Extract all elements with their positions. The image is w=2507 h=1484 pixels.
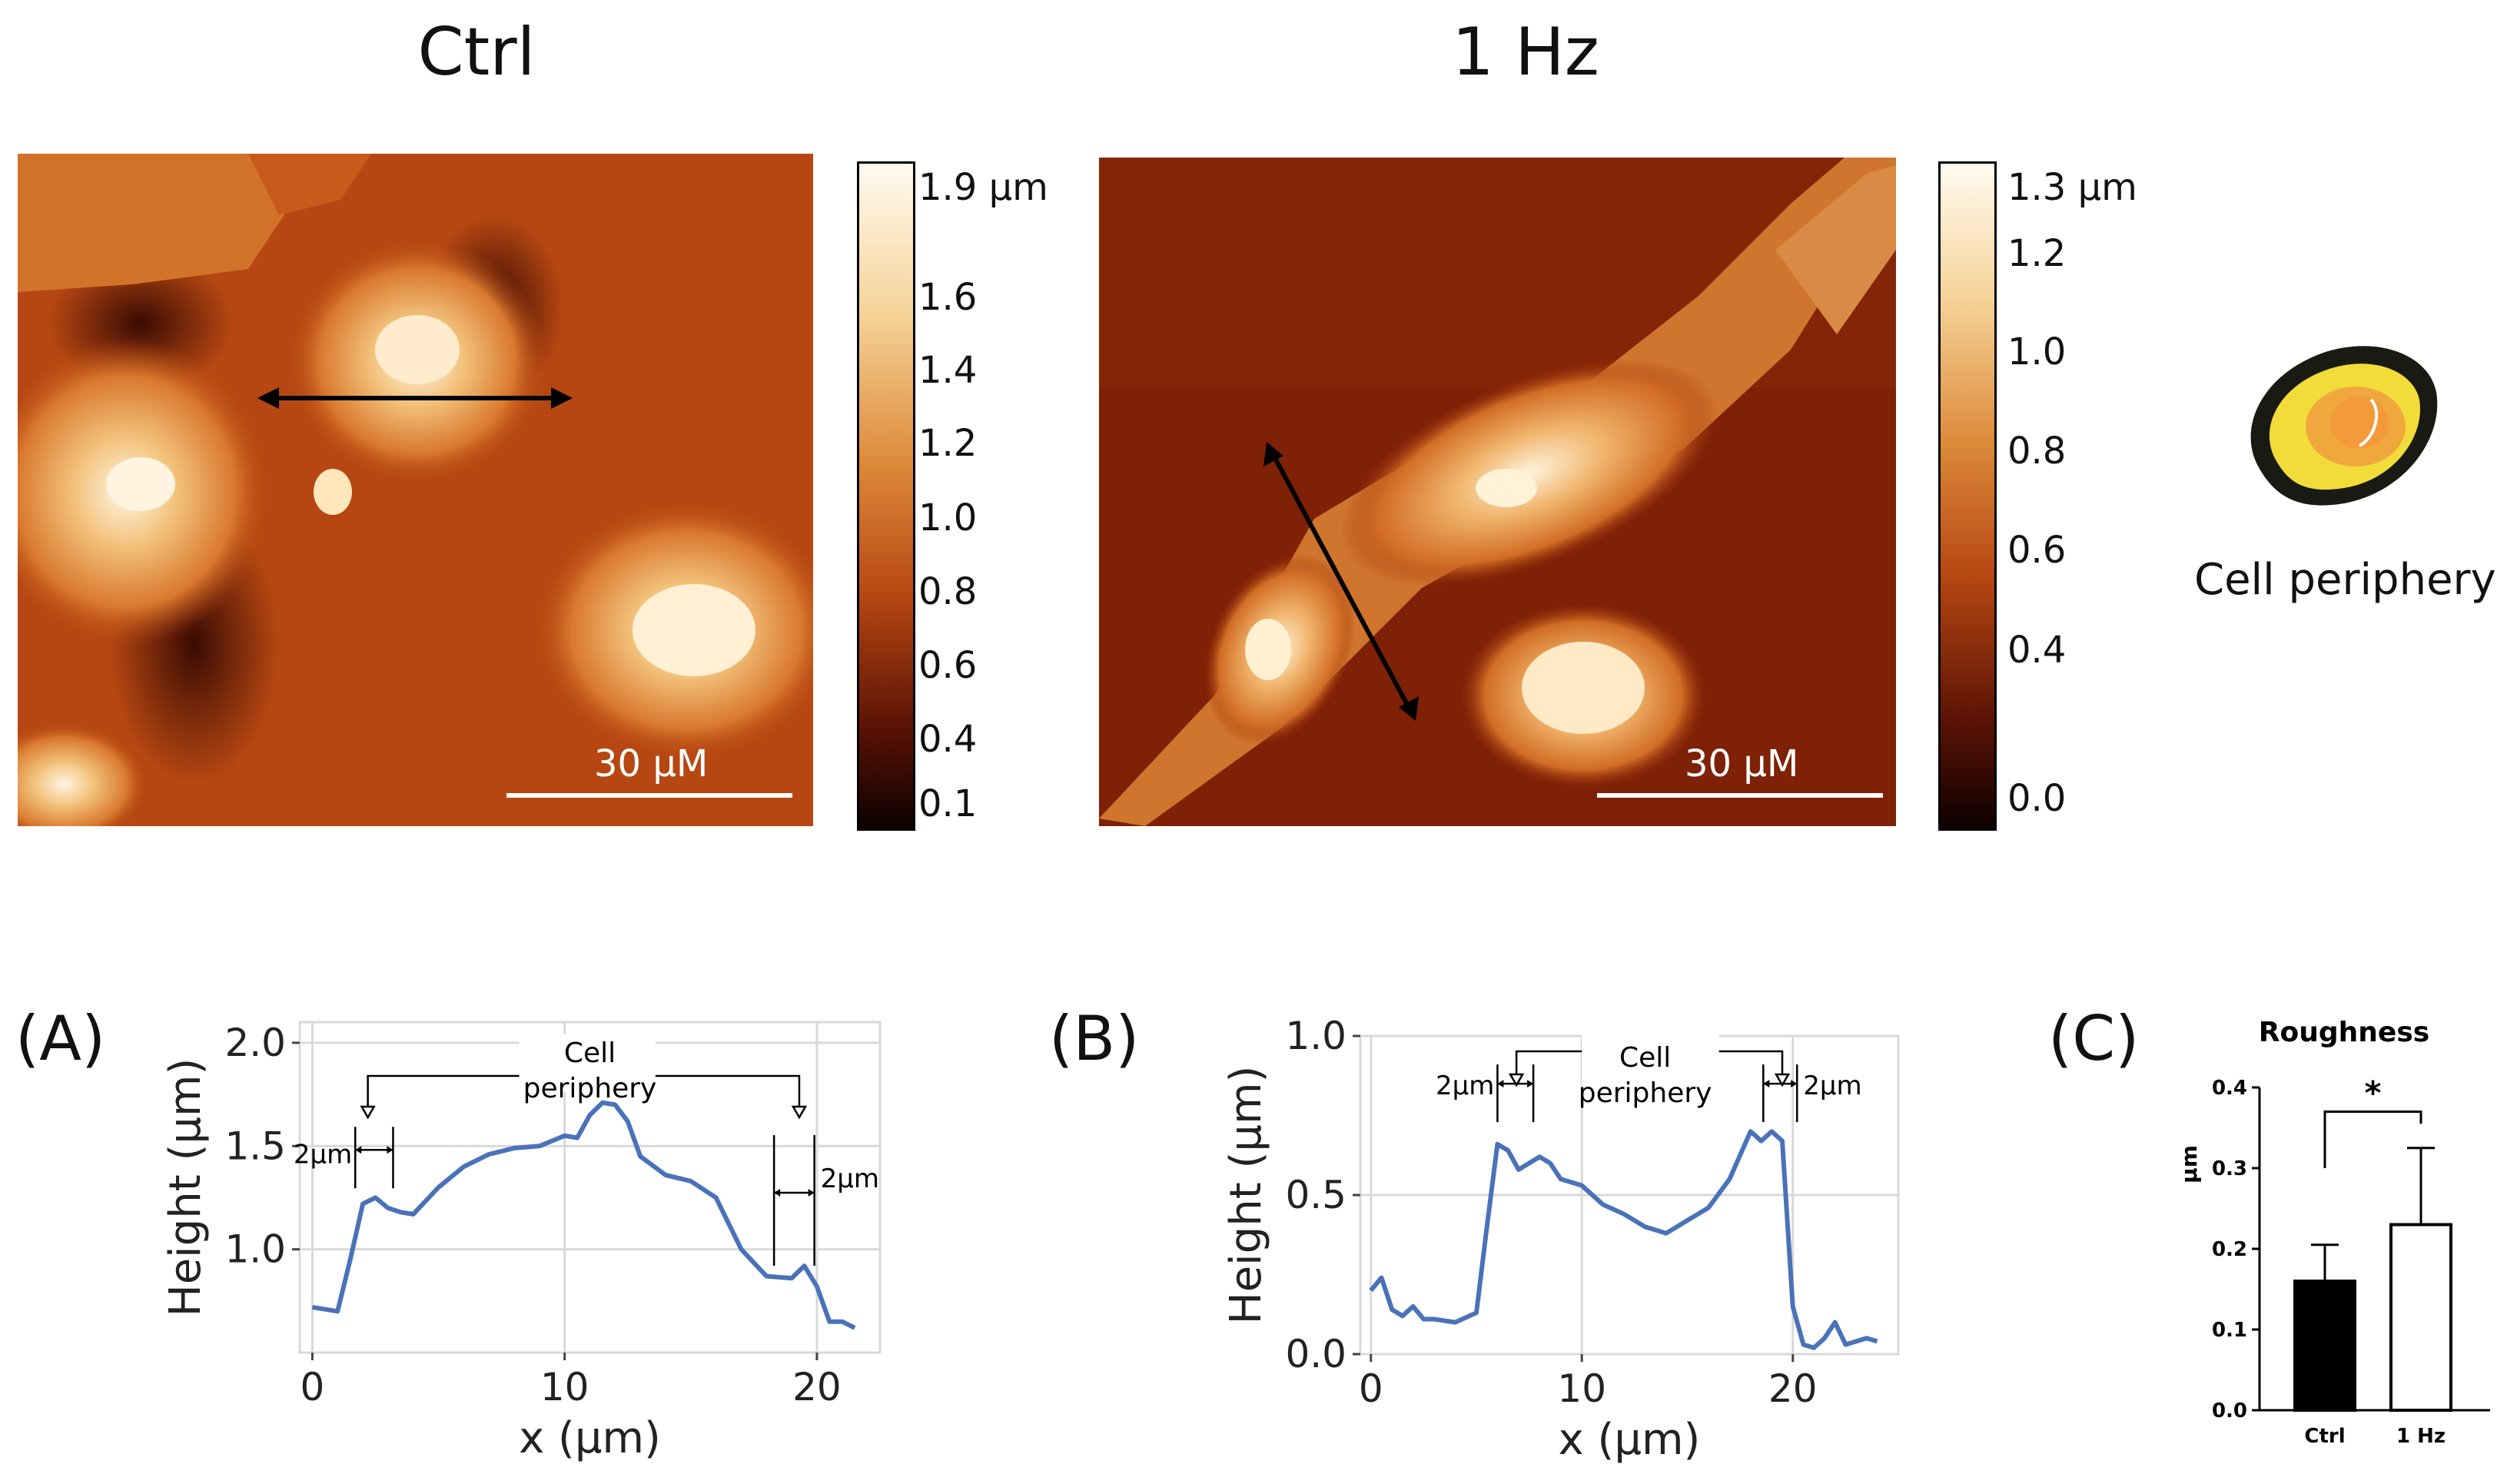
scale-bar-1hz [1597, 793, 1883, 798]
x-tick-label: Ctrl [2304, 1425, 2345, 1448]
y-tick-label: 0.4 [2212, 1077, 2247, 1100]
x-axis-label: x (μm) [1559, 1415, 1701, 1465]
chart-title: Roughness [2259, 1017, 2429, 1048]
colorbar-1hz [1938, 161, 1997, 831]
plot-frame [298, 1021, 882, 1354]
scale-bar-label-ctrl: 30 μM [594, 742, 709, 785]
cb-1hz-tick: 0.4 [2007, 629, 2067, 672]
width-label-right: 2μm [1803, 1071, 1861, 1101]
y-axis-label: Height (μm) [161, 1058, 211, 1317]
width-arrow-head [1791, 1080, 1798, 1088]
colorbar-max-1hz: 1.3 µm [2007, 166, 2137, 209]
periphery-marker [360, 1105, 376, 1120]
profile-arrow-ctrl [257, 387, 573, 409]
periphery-marker [1774, 1073, 1791, 1087]
annotation-periphery: periphery [523, 1073, 657, 1104]
panel-letter-c: (C) [2048, 1003, 2140, 1074]
x-tick-label: 20 [1768, 1366, 1818, 1411]
y-tick-label: 1.5 [224, 1124, 286, 1168]
cb-ctrl-tick: 1.6 [918, 276, 978, 319]
profile-chart-a: 0 10 20 1.0 1.5 2.0 x (μm) Height (μm) Cell perip… [161, 1021, 882, 1463]
afm-image-ctrl: 30 μM [18, 154, 813, 826]
roughness-chart-c: Roughness 0.0 0.1 0.2 0.3 0.4 µm Ctrl 1 Hz * [2177, 1017, 2490, 1448]
width-label-left: 2μm [1436, 1071, 1494, 1101]
cell-periphery-icon [2250, 346, 2438, 506]
height-profile-line [311, 1100, 856, 1330]
width-arrow-head [355, 1146, 362, 1154]
cb-1hz-tick: 1.2 [2007, 232, 2067, 275]
afm-image-1hz: 30 μM [1099, 158, 1896, 826]
width-arrow-head [387, 1146, 393, 1154]
panel-letter-a: (A) [15, 1003, 106, 1074]
bar-ctrl [2293, 1280, 2356, 1412]
width-arrow-head [1527, 1080, 1534, 1088]
x-tick-label: 20 [792, 1365, 842, 1409]
cb-1hz-tick: 0.0 [2007, 777, 2067, 820]
x-axis-label: x (μm) [519, 1413, 661, 1463]
y-axis-label: Height (μm) [1221, 1066, 1271, 1325]
periphery-marker [791, 1105, 808, 1120]
cb-ctrl-tick: 0.1 [918, 782, 978, 825]
significance-bracket [2323, 1111, 2422, 1168]
scale-bar-ctrl [506, 793, 792, 798]
width-arrow-head [1763, 1080, 1770, 1088]
x-tick-label: 0 [301, 1365, 325, 1409]
cell-periphery-label: Cell periphery [2194, 555, 2496, 605]
y-tick-label: 1.0 [1285, 1014, 1346, 1058]
y-tick-label: 0.3 [2212, 1157, 2247, 1180]
annotation-cell: Cell [1619, 1042, 1671, 1074]
annotation-cell: Cell [564, 1037, 616, 1069]
y-tick-label: 0.0 [1285, 1332, 1346, 1376]
colorbar-max-ctrl: 1.9 µm [918, 166, 1048, 209]
width-arrow-head [774, 1188, 781, 1197]
y-tick-label: 1.0 [224, 1227, 286, 1272]
cb-1hz-tick: 0.8 [2007, 430, 2067, 473]
annotation-periphery: periphery [1579, 1077, 1712, 1109]
panel-letter-b: (B) [1049, 1003, 1140, 1074]
width-arrow-head [1497, 1080, 1504, 1088]
y-tick-label: 0.0 [2212, 1399, 2247, 1423]
y-tick-label: 0.5 [1285, 1173, 1346, 1217]
width-label-left: 2μm [294, 1139, 352, 1170]
y-axis-label: µm [2177, 1145, 2202, 1184]
significance-star: * [2365, 1074, 2382, 1112]
periphery-marker [1508, 1073, 1525, 1087]
width-arrow-head [808, 1188, 815, 1197]
cb-1hz-tick: 0.6 [2007, 529, 2067, 572]
bar-1-hz [2389, 1223, 2452, 1412]
cb-ctrl-tick: 1.0 [918, 496, 978, 539]
title-1hz: 1 Hz [1452, 14, 1599, 91]
profile-arrow-1hz [1263, 442, 1419, 721]
cb-ctrl-tick: 0.8 [918, 570, 978, 613]
y-tick-label: 2.0 [224, 1021, 286, 1065]
scale-bar-label-1hz: 30 μM [1685, 742, 1799, 785]
y-tick-label: 0.2 [2212, 1238, 2247, 1261]
cb-ctrl-tick: 0.6 [918, 644, 978, 687]
y-tick-label: 0.1 [2212, 1319, 2247, 1342]
x-tick-label: 1 Hz [2396, 1425, 2446, 1448]
x-tick-label: 0 [1359, 1366, 1383, 1411]
colorbar-ctrl [857, 161, 915, 831]
width-label-right: 2μm [821, 1164, 879, 1194]
title-ctrl: Ctrl [417, 14, 536, 91]
height-profile-line [1369, 1129, 1878, 1350]
profile-chart-b: 0 10 20 0.0 0.5 1.0 x (μm) Height (μm) Cellperip… [1221, 1014, 1900, 1465]
cb-ctrl-tick: 1.4 [918, 349, 978, 392]
label-bg [1582, 1028, 1719, 1105]
x-tick-label: 10 [540, 1365, 589, 1409]
cb-ctrl-tick: 1.2 [918, 422, 978, 465]
x-tick-label: 10 [1557, 1366, 1606, 1411]
label-bg [519, 1034, 656, 1091]
cb-ctrl-tick: 0.4 [918, 718, 978, 761]
cb-1hz-tick: 1.0 [2007, 330, 2067, 373]
